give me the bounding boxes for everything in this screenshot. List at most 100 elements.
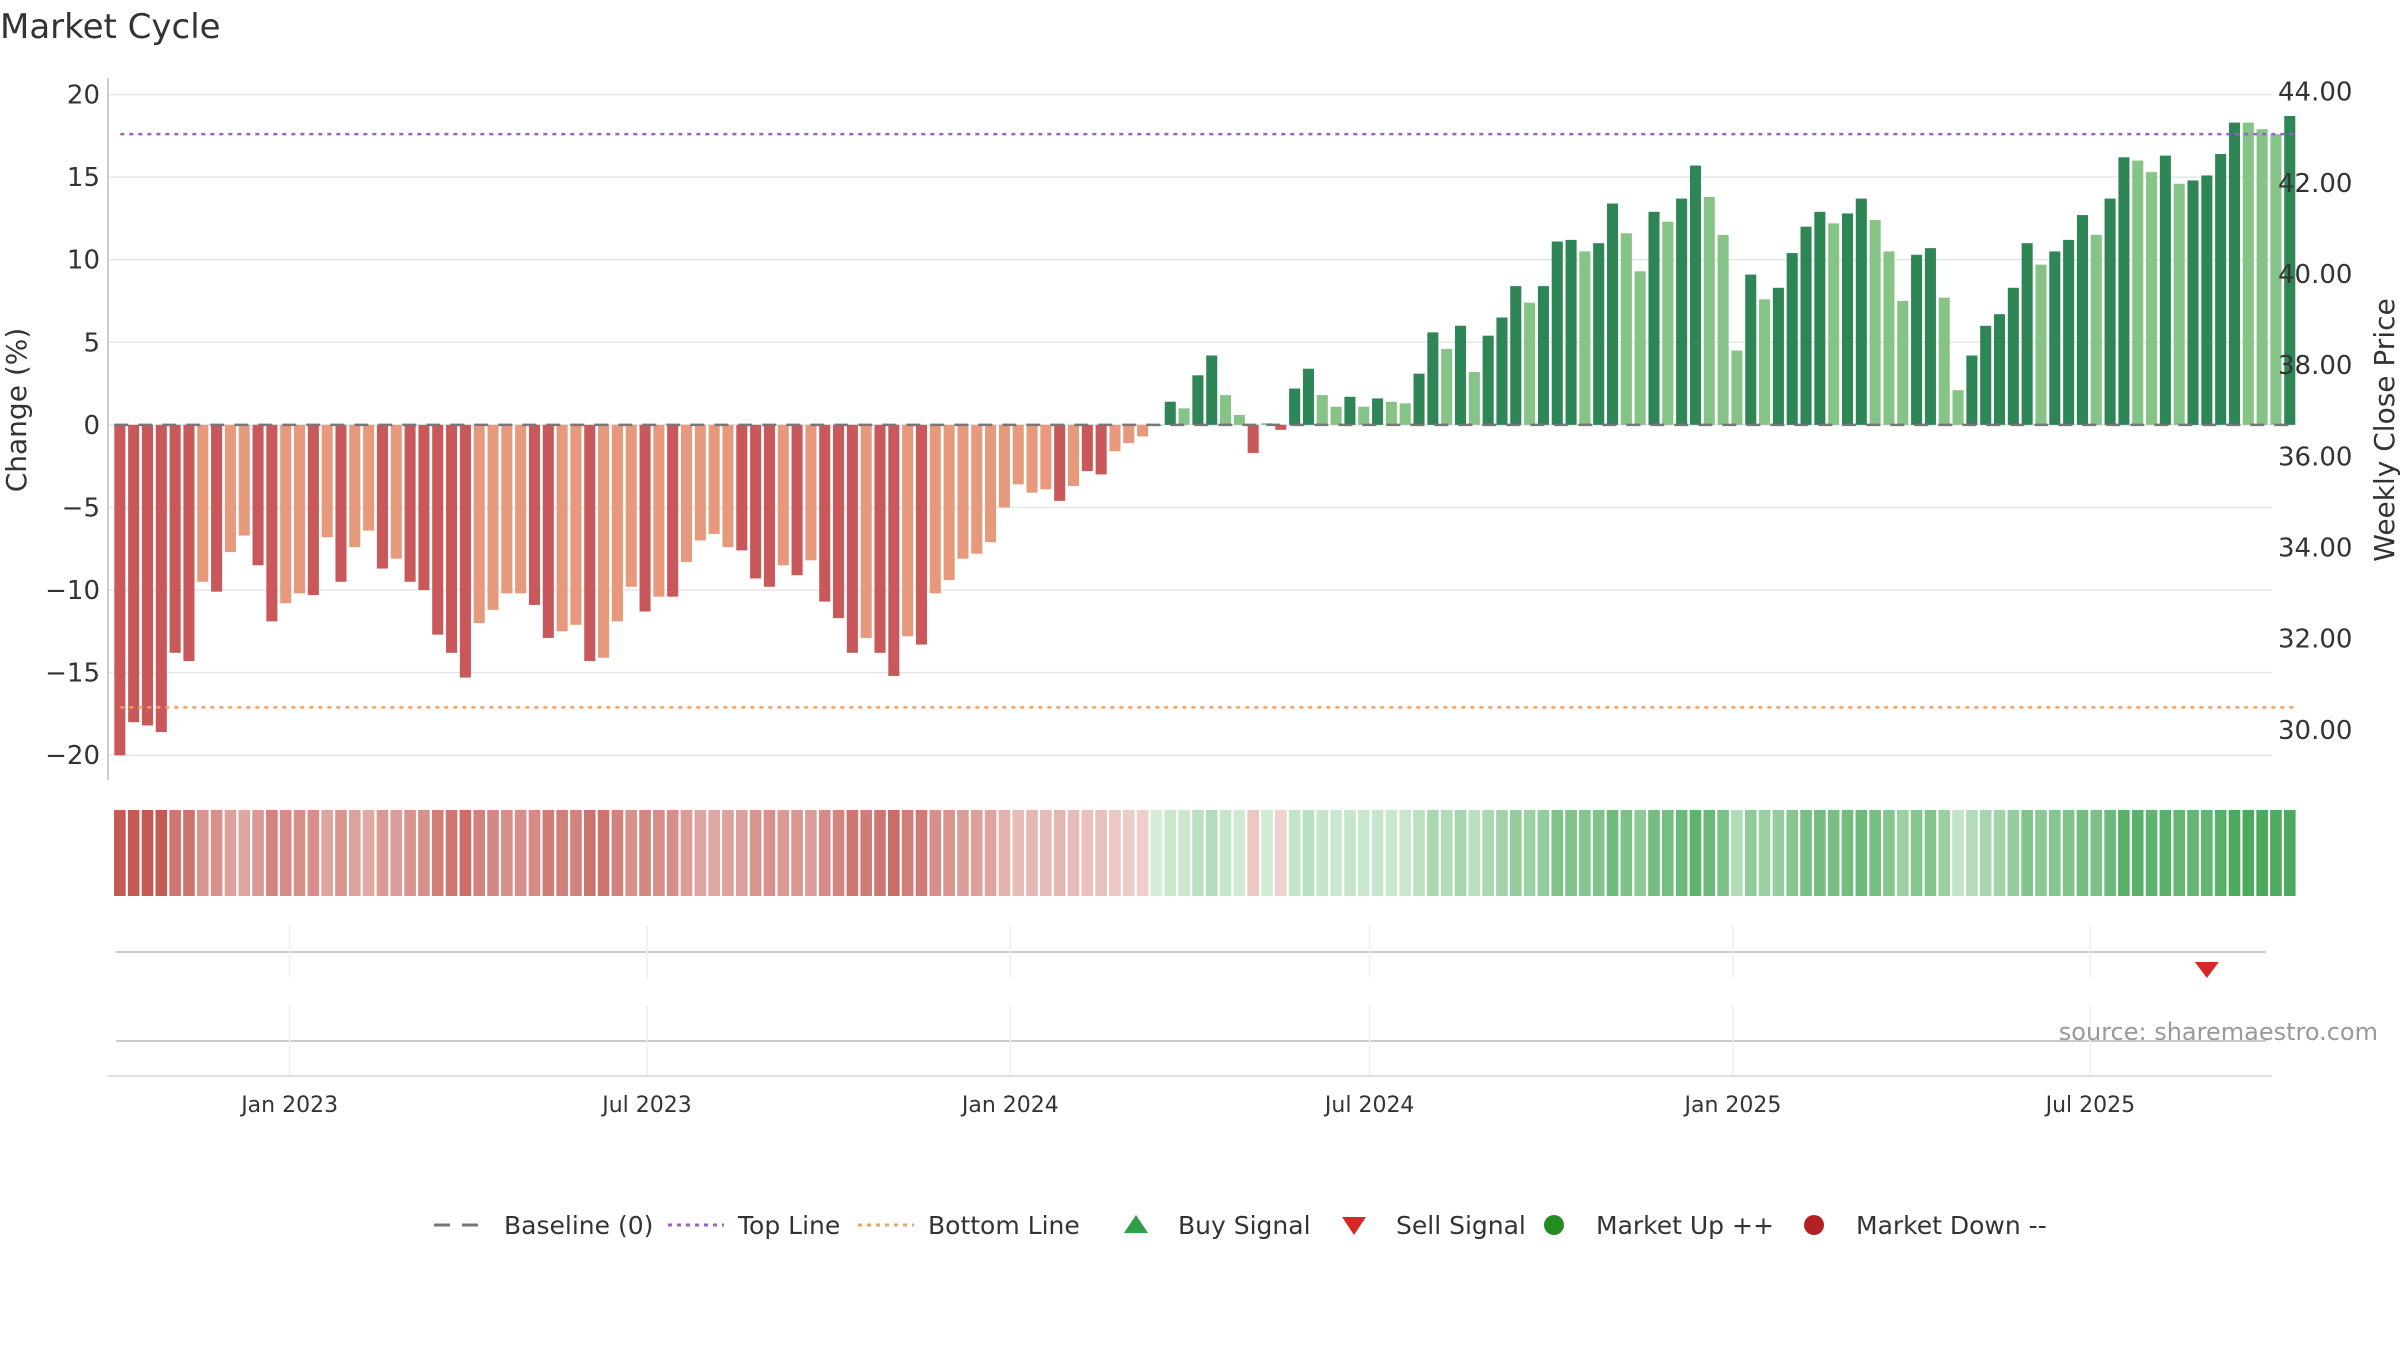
heat-cell: [1592, 810, 1605, 896]
heat-cell: [1883, 810, 1895, 896]
heat-cell: [1827, 810, 1840, 896]
change-bar: [1731, 350, 1743, 425]
heat-cell: [1565, 810, 1577, 896]
heat-cell: [1385, 810, 1398, 896]
circle-icon: [1804, 1215, 1824, 1235]
heat-cell: [570, 810, 582, 896]
change-bar: [1206, 355, 1218, 425]
heat-cell: [998, 810, 1011, 896]
heat-cell: [597, 810, 610, 896]
change-bar: [487, 424, 499, 610]
change-bar: [1510, 286, 1522, 425]
change-bar: [1413, 373, 1425, 425]
change-bar: [1012, 424, 1024, 485]
heat-cell: [1357, 810, 1370, 896]
heat-cell: [1330, 810, 1342, 896]
change-bar: [888, 424, 900, 676]
legend-item[interactable]: Baseline (0): [434, 1211, 653, 1240]
heat-cell: [2118, 810, 2130, 896]
change-bar: [1897, 300, 1909, 425]
triangle-up-icon: [1124, 1215, 1148, 1233]
change-bar: [515, 424, 527, 594]
heat-cell: [459, 810, 472, 896]
x-tick-label: Jan 2024: [960, 1093, 1059, 1118]
heat-cell: [141, 810, 154, 896]
heat-cell: [1468, 810, 1481, 896]
change-bar: [1399, 403, 1411, 425]
legend-item[interactable]: Market Down --: [1804, 1211, 2047, 1240]
heat-cell: [1938, 810, 1951, 896]
legend-item[interactable]: Market Up ++: [1544, 1211, 1774, 1240]
change-bar: [1233, 414, 1245, 425]
change-bar: [2228, 122, 2241, 425]
change-bar: [750, 424, 762, 579]
heat-cell: [266, 810, 278, 896]
change-bar: [542, 424, 554, 638]
heat-cell: [2021, 810, 2033, 896]
change-bar: [1662, 221, 1674, 425]
change-bar: [363, 424, 375, 531]
y-right-tick-label: 44.00: [2278, 78, 2352, 108]
change-bar: [1468, 372, 1480, 425]
y-right-tick-label: 38.00: [2278, 351, 2352, 381]
change-bar: [2021, 243, 2033, 425]
change-bar: [2256, 129, 2268, 425]
change-bar: [418, 424, 430, 591]
heat-cell: [1551, 810, 1564, 896]
heat-cell: [1205, 810, 1218, 896]
heat-cell: [1924, 810, 1937, 896]
change-bar: [1081, 424, 1093, 472]
heat-cell: [818, 810, 831, 896]
change-bar: [2007, 287, 2019, 425]
legend-item[interactable]: Top Line: [668, 1211, 840, 1240]
change-bar: [722, 424, 734, 548]
momentum-heat-strip: [114, 810, 2296, 896]
change-bar: [1883, 251, 1895, 425]
heat-cell: [1952, 810, 1964, 896]
heat-cell: [1703, 810, 1716, 896]
change-bar: [611, 424, 623, 622]
change-bar: [915, 424, 928, 645]
heat-cell: [1966, 810, 1978, 896]
y-left-tick-label: 0: [83, 411, 100, 441]
heat-cell: [1109, 810, 1121, 896]
heat-cell: [1012, 810, 1025, 896]
change-bar: [1703, 196, 1715, 425]
change-bar: [2035, 264, 2047, 425]
change-bar: [763, 424, 775, 587]
heat-cell: [1579, 810, 1591, 896]
heat-cell: [1786, 810, 1799, 896]
change-bar: [293, 424, 306, 594]
change-bar: [224, 424, 236, 553]
heat-cell: [473, 810, 486, 896]
legend-item[interactable]: Sell Signal: [1342, 1211, 1526, 1240]
heat-cell: [487, 810, 499, 896]
legend-item[interactable]: Bottom Line: [858, 1211, 1080, 1240]
y-left-tick-label: −5: [62, 493, 100, 523]
y-right-axis-label: Weekly Close Price: [2368, 298, 2400, 561]
change-bar: [1607, 203, 1619, 425]
change-bar: [197, 424, 209, 582]
change-bar: [2284, 115, 2296, 425]
change-bar: [1427, 332, 1439, 425]
heat-cell: [1344, 810, 1356, 896]
change-bar: [1676, 198, 1688, 425]
change-bar: [2270, 134, 2282, 425]
change-bar: [1040, 424, 1052, 490]
change-bar: [1980, 325, 1992, 425]
change-bar: [943, 424, 955, 581]
heat-cell: [2270, 810, 2282, 896]
change-bar: [1054, 424, 1066, 501]
change-bar: [1579, 251, 1591, 425]
heat-cell: [114, 810, 126, 896]
change-bar: [1924, 248, 1936, 425]
legend-item[interactable]: Buy Signal: [1124, 1211, 1311, 1240]
heat-cell: [431, 810, 444, 896]
heat-cell: [1427, 810, 1439, 896]
heat-cell: [1275, 810, 1287, 896]
heat-cell: [1869, 810, 1881, 896]
change-bar: [985, 424, 997, 543]
heat-cell: [680, 810, 693, 896]
heat-cell: [1178, 810, 1190, 896]
y-right-tick-label: 36.00: [2278, 442, 2352, 472]
